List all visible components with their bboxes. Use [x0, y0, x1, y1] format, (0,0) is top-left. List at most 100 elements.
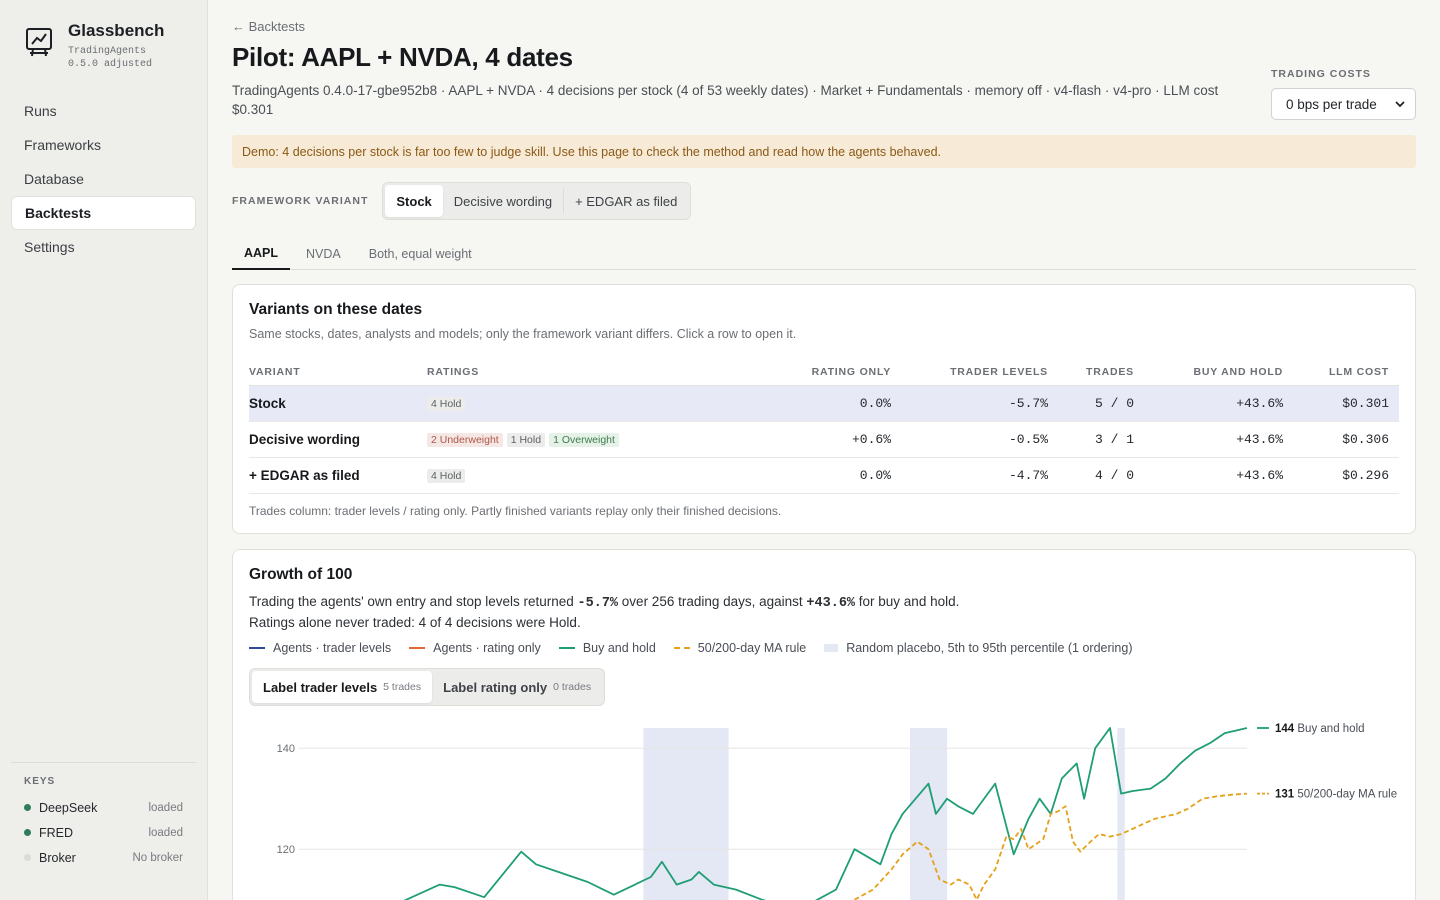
key-name: FRED	[39, 825, 74, 840]
variant-name: Stock	[249, 385, 427, 422]
legend-label: Agents · trader levels	[273, 641, 392, 655]
summary-agent-return: -5.7%	[577, 596, 619, 611]
column-header: LLM COST	[1283, 359, 1399, 386]
rating-only-value: 0.0%	[717, 457, 891, 494]
legend-item-trader-levels[interactable]: Agents · trader levels	[249, 641, 391, 655]
trading-costs-label: TRADING COSTS	[1271, 68, 1371, 80]
summary-text: Trading the agents' own entry and stop l…	[249, 594, 578, 609]
key-row-fred: FRED loaded	[11, 820, 196, 845]
variants-table: VARIANT RATINGS RATING ONLY TRADER LEVEL…	[249, 359, 1399, 494]
ratings-cell: 4 Hold	[427, 385, 717, 422]
chart-monitor-icon	[26, 28, 52, 57]
trader-levels-value: -0.5%	[891, 421, 1048, 458]
label-toggle: Label trader levels 5 trades Label ratin…	[249, 668, 606, 706]
summary-buyhold-return: +43.6%	[806, 596, 856, 611]
label-rating-only-button[interactable]: Label rating only 0 trades	[432, 671, 602, 703]
toggle-label: Label trader levels	[263, 679, 378, 695]
rating-chip: 1 Overweight	[549, 433, 619, 447]
key-status: loaded	[148, 801, 183, 814]
keys-panel: KEYS DeepSeek loaded FRED loaded Broker …	[11, 762, 196, 870]
buy-hold-value: +43.6%	[1134, 385, 1283, 422]
chart-legend: Agents · trader levels Agents · rating o…	[249, 641, 1133, 655]
column-header: RATING ONLY	[717, 359, 891, 386]
label-trader-levels-button[interactable]: Label trader levels 5 trades	[252, 671, 433, 703]
variant-option-edgar[interactable]: + EDGAR as filed	[575, 193, 678, 209]
placebo-band	[910, 728, 948, 900]
key-name: Broker	[39, 850, 76, 865]
rating-chip: 4 Hold	[427, 469, 466, 483]
column-header: BUY AND HOLD	[1134, 359, 1283, 386]
app-version: 0.5.0 adjusted	[68, 59, 153, 70]
column-header: TRADER LEVELS	[891, 359, 1048, 386]
ticker-tabs: AAPL NVDA Both, equal weight	[232, 237, 1416, 270]
tab-aapl[interactable]: AAPL	[232, 237, 291, 270]
series-line	[403, 727, 1248, 900]
key-name: DeepSeek	[39, 800, 98, 815]
table-row[interactable]: Stock 4 Hold 0.0% -5.7% 5 / 0 +43.6% $0.…	[249, 385, 1399, 422]
trades-value: 3 / 1	[1048, 421, 1134, 458]
app-name: Glassbench	[68, 21, 165, 40]
growth-card-title: Growth of 100	[249, 566, 353, 583]
column-header: VARIANT	[249, 359, 427, 386]
variant-option-stock[interactable]: Stock	[385, 185, 443, 217]
chevron-down-icon	[1395, 101, 1405, 108]
y-tick-label: 140	[277, 743, 295, 755]
trader-levels-value: -5.7%	[891, 385, 1048, 422]
rating-chip: 2 Underweight	[427, 433, 503, 447]
brand[interactable]: Glassbench TradingAgents 0.5.0 adjusted	[24, 20, 164, 71]
tab-both[interactable]: Both, equal weight	[368, 246, 472, 261]
sidebar-item-backtests[interactable]: Backtests	[11, 196, 196, 230]
variants-card: Variants on these dates Same stocks, dat…	[232, 284, 1416, 534]
variants-card-title: Variants on these dates	[249, 301, 423, 318]
keys-title: KEYS	[24, 776, 56, 787]
ratings-cell: 4 Hold	[427, 457, 717, 494]
key-row-broker: Broker No broker	[11, 845, 196, 870]
framework-variant-selector: FRAMEWORK VARIANT Stock Decisive wording…	[232, 182, 692, 220]
legend-swatch	[249, 647, 265, 649]
sidebar-nav: Runs Frameworks Database Backtests Setti…	[11, 94, 196, 264]
variants-footnote: Trades column: trader levels / rating on…	[249, 504, 782, 518]
key-status: No broker	[132, 851, 184, 864]
sidebar-item-settings[interactable]: Settings	[24, 239, 75, 255]
sidebar: Glassbench TradingAgents 0.5.0 adjusted …	[0, 0, 208, 900]
sidebar-item-runs[interactable]: Runs	[24, 103, 57, 119]
status-dot-icon	[24, 854, 31, 861]
sidebar-item-frameworks[interactable]: Frameworks	[24, 137, 102, 153]
llm-cost-value: $0.301	[1283, 385, 1399, 422]
trading-costs: TRADING COSTS 0 bps per trade	[1271, 68, 1416, 120]
table-header-row: VARIANT RATINGS RATING ONLY TRADER LEVEL…	[249, 359, 1399, 386]
buy-hold-value: +43.6%	[1134, 421, 1283, 458]
placebo-band	[643, 728, 729, 900]
demo-banner: Demo: 4 decisions per stock is far too f…	[232, 135, 1416, 168]
status-dot-icon	[24, 804, 31, 811]
legend-item-ma-rule[interactable]: 50/200-day MA rule	[673, 641, 806, 655]
growth-chart: 120 140 144 Buy and hold 131 50/200-day MA …	[277, 723, 1397, 900]
rating-chip: 1 Hold	[506, 433, 546, 447]
y-tick-label: 120	[277, 844, 295, 856]
trading-costs-value: 0 bps per trade	[1286, 96, 1377, 112]
toggle-label: Label rating only	[443, 679, 548, 695]
column-header: TRADES	[1048, 359, 1134, 386]
variant-name: + EDGAR as filed	[249, 457, 427, 494]
table-row[interactable]: + EDGAR as filed 4 Hold 0.0% -4.7% 4 / 0…	[249, 457, 1399, 494]
legend-item-placebo[interactable]: Random placebo, 5th to 95th percentile (…	[824, 641, 1133, 655]
trades-value: 4 / 0	[1048, 457, 1134, 494]
table-row[interactable]: Decisive wording 2 Underweight 1 Hold 1 Ov…	[249, 421, 1399, 458]
legend-label: Agents · rating only	[433, 641, 541, 655]
sidebar-item-database[interactable]: Database	[24, 171, 84, 187]
end-label: 131 50/200-day MA rule	[1275, 789, 1397, 801]
variant-segmented-control: Stock Decisive wording + EDGAR as filed	[382, 182, 692, 220]
llm-cost-value: $0.296	[1283, 457, 1399, 494]
summary-text: over 256 trading days, against	[618, 594, 807, 609]
trading-costs-select[interactable]: 0 bps per trade	[1271, 88, 1416, 120]
variant-name: Decisive wording	[249, 421, 427, 458]
growth-summary-line2: Ratings alone never traded: 4 of 4 decis…	[249, 615, 581, 630]
tab-nvda[interactable]: NVDA	[306, 246, 341, 261]
growth-summary-line1: Trading the agents' own entry and stop l…	[249, 592, 959, 613]
legend-item-buy-hold[interactable]: Buy and hold	[558, 641, 656, 655]
ratings-cell: 2 Underweight 1 Hold 1 Overweight	[427, 421, 717, 458]
rating-chip: 4 Hold	[427, 397, 466, 411]
variant-option-decisive[interactable]: Decisive wording	[453, 193, 553, 209]
back-link[interactable]: ← Backtests	[232, 19, 305, 34]
legend-item-rating-only[interactable]: Agents · rating only	[409, 641, 541, 655]
